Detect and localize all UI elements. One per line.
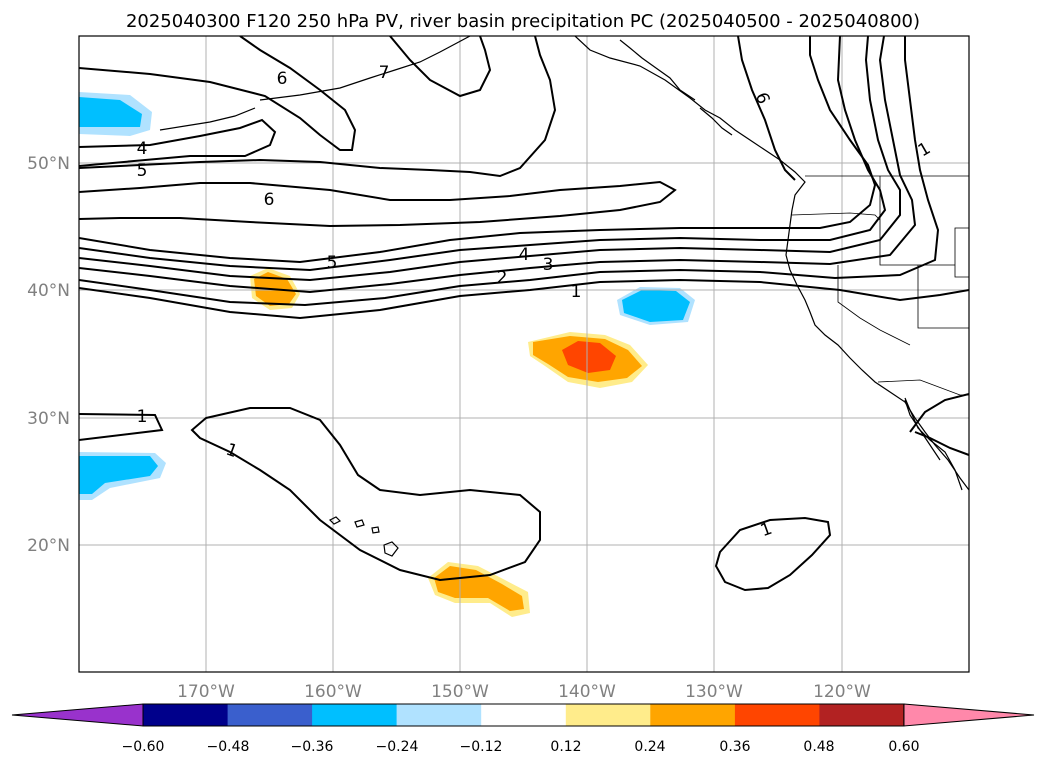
positive-anomaly-core — [434, 566, 524, 611]
colorbar-segment — [312, 704, 398, 726]
colorbar-tick-label: −0.36 — [291, 739, 334, 755]
lon-label: 170°W — [177, 682, 235, 702]
colorbar-outline — [142, 703, 905, 727]
graticule — [79, 36, 969, 672]
colorbar-segment — [734, 704, 820, 726]
contour-label: 6 — [751, 90, 773, 107]
colorbar-tick-label: −0.24 — [376, 739, 419, 755]
colorbar-tick-label: −0.60 — [122, 739, 165, 755]
contour-label: 1 — [758, 519, 775, 541]
contour-label: 1 — [571, 282, 582, 302]
contour-label: 5 — [327, 253, 338, 273]
colorbar-segment — [143, 704, 228, 726]
colorbar — [11, 703, 1035, 727]
colorbar-segment — [565, 704, 651, 726]
contour-label: 5 — [137, 161, 148, 181]
contour-label: 7 — [379, 63, 390, 83]
colorbar-tick-label: −0.12 — [460, 739, 503, 755]
negative-anomaly-core — [79, 97, 142, 127]
colorbar-tick-label: 0.24 — [634, 739, 665, 755]
colorbar-segment — [227, 704, 313, 726]
colorbar-extend-low — [11, 703, 144, 727]
precip-shading — [79, 92, 695, 617]
longitude-labels: 170°W 160°W 150°W 140°W 130°W 120°W — [177, 682, 871, 702]
lon-label: 120°W — [813, 682, 871, 702]
pv-contours — [79, 36, 969, 592]
colorbar-segment — [819, 704, 905, 726]
coastlines — [159, 36, 969, 557]
colorbar-segment — [481, 704, 567, 726]
contour-label: 6 — [277, 69, 288, 89]
political-borders — [791, 175, 969, 396]
contour-label: 4 — [137, 139, 148, 159]
colorbar-tick-labels: −0.60 −0.48 −0.36 −0.24 −0.12 0.12 0.24 … — [122, 739, 920, 755]
colorbar-extend-high — [903, 703, 1035, 727]
lon-label: 160°W — [304, 682, 362, 702]
figure-title: 2025040300 F120 250 hPa PV, river basin … — [126, 11, 920, 32]
lon-label: 140°W — [558, 682, 616, 702]
negative-anomaly-core — [622, 290, 690, 322]
lat-label: 40°N — [27, 281, 70, 301]
contour-label: 3 — [543, 255, 554, 275]
contour-label: 1 — [223, 440, 240, 462]
map-panel: 6 7 4 5 6 6 1 5 4 3 2 1 1 1 1 50°N 40°N — [27, 35, 970, 702]
lat-label: 20°N — [27, 536, 70, 556]
colorbar-tick-label: 0.12 — [550, 739, 581, 755]
positive-anomaly-peak — [562, 341, 616, 373]
contour-label: 4 — [519, 245, 530, 265]
contour-label: 1 — [137, 407, 148, 427]
colorbar-tick-label: 0.36 — [719, 739, 750, 755]
lon-label: 150°W — [431, 682, 489, 702]
colorbar-tick-label: 0.60 — [888, 739, 919, 755]
contour-label: 6 — [264, 190, 275, 210]
colorbar-tick-label: 0.48 — [803, 739, 834, 755]
contour-label: 2 — [497, 268, 508, 288]
lat-label: 30°N — [27, 409, 70, 429]
lon-label: 130°W — [685, 682, 743, 702]
lat-label: 50°N — [27, 154, 70, 174]
colorbar-tick-label: −0.48 — [207, 739, 250, 755]
negative-anomaly-core — [79, 456, 158, 494]
colorbar-segment — [396, 704, 482, 726]
map-frame — [78, 35, 970, 673]
latitude-labels: 50°N 40°N 30°N 20°N — [27, 154, 70, 556]
colorbar-segment — [650, 704, 736, 726]
